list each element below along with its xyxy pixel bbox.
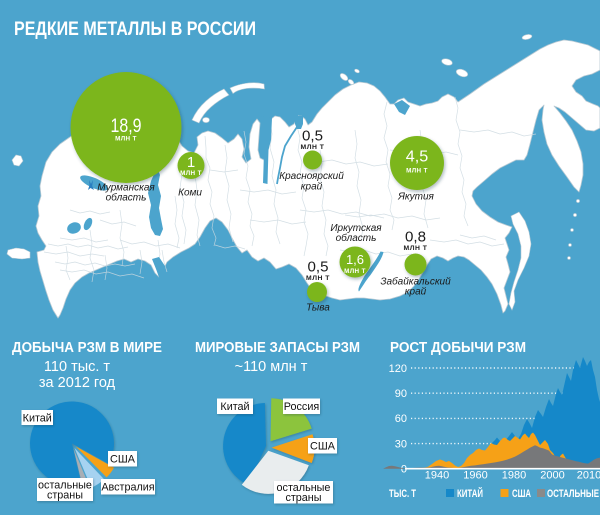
svg-text:МЛН Т: МЛН Т: [344, 268, 366, 275]
svg-text:край: край: [405, 287, 427, 298]
svg-text:Якутия: Якутия: [397, 192, 434, 203]
svg-text:Иркутская: Иркутская: [330, 223, 382, 234]
svg-text:1940: 1940: [425, 470, 449, 482]
svg-text:за 2012 год: за 2012 год: [39, 375, 116, 391]
svg-text:ДОБЫЧА РЗМ В МИРЕ: ДОБЫЧА РЗМ В МИРЕ: [12, 340, 162, 356]
svg-text:Забайкальский: Забайкальский: [380, 276, 451, 288]
svg-text:18,9: 18,9: [111, 116, 142, 137]
svg-text:4,5: 4,5: [406, 149, 429, 166]
svg-text:ОСТАЛЬНЫЕ: ОСТАЛЬНЫЕ: [547, 488, 599, 500]
svg-text:остальные: остальные: [277, 482, 331, 494]
svg-text:МЛН Т: МЛН Т: [406, 167, 428, 174]
svg-text:страны: страны: [285, 492, 321, 504]
svg-text:30: 30: [395, 438, 407, 450]
svg-text:1,6: 1,6: [346, 252, 364, 267]
svg-text:1960: 1960: [463, 470, 487, 482]
svg-text:остальные: остальные: [38, 479, 92, 491]
svg-text:область: область: [106, 192, 147, 204]
svg-text:110 тыс. т: 110 тыс. т: [44, 359, 111, 375]
svg-text:0: 0: [401, 464, 407, 476]
svg-text:1: 1: [187, 154, 195, 171]
svg-text:страны: страны: [47, 490, 83, 502]
svg-text:МИРОВЫЕ ЗАПАСЫ РЗМ: МИРОВЫЕ ЗАПАСЫ РЗМ: [195, 340, 360, 356]
svg-text:область: область: [336, 232, 377, 244]
svg-text:0,5: 0,5: [308, 260, 329, 276]
svg-text:МЛН Т: МЛН Т: [180, 170, 202, 177]
svg-text:Коми: Коми: [178, 188, 202, 199]
svg-text:Россия: Россия: [284, 401, 320, 413]
svg-text:РЕДКИЕ МЕТАЛЛЫ В РОССИИ: РЕДКИЕ МЕТАЛЛЫ В РОССИИ: [14, 19, 256, 40]
svg-text:МЛН Т: МЛН Т: [404, 245, 428, 252]
svg-text:Австралия: Австралия: [101, 482, 154, 494]
svg-text:90: 90: [395, 388, 407, 400]
svg-text:2010: 2010: [577, 470, 600, 482]
svg-text:МЛН Т: МЛН Т: [306, 275, 330, 282]
svg-text:Тыва: Тыва: [306, 303, 330, 314]
svg-text:120: 120: [389, 363, 407, 375]
svg-text:РОСТ ДОБЫЧИ РЗМ: РОСТ ДОБЫЧИ РЗМ: [390, 340, 526, 356]
svg-text:60: 60: [395, 413, 407, 425]
svg-text:Китай: Китай: [220, 401, 249, 413]
svg-text:Мурманская: Мурманская: [97, 183, 155, 194]
svg-text:Китай: Китай: [23, 412, 52, 424]
svg-text:МЛН Т: МЛН Т: [301, 144, 325, 151]
svg-text:США: США: [310, 441, 336, 453]
svg-text:КИТАЙ: КИТАЙ: [457, 487, 483, 500]
svg-text:0,8: 0,8: [405, 230, 426, 246]
svg-text:ТЫС. Т: ТЫС. Т: [389, 488, 416, 500]
svg-text:США: США: [110, 454, 136, 466]
svg-text:2000: 2000: [540, 470, 564, 482]
svg-text:МЛН Т: МЛН Т: [115, 135, 137, 142]
svg-text:0,5: 0,5: [302, 129, 323, 145]
svg-text:~110 млн т: ~110 млн т: [235, 359, 308, 375]
svg-text:США: США: [512, 488, 531, 500]
svg-text:Красноярский: Красноярский: [279, 171, 344, 182]
svg-text:1980: 1980: [502, 470, 526, 482]
svg-text:край: край: [301, 181, 323, 192]
